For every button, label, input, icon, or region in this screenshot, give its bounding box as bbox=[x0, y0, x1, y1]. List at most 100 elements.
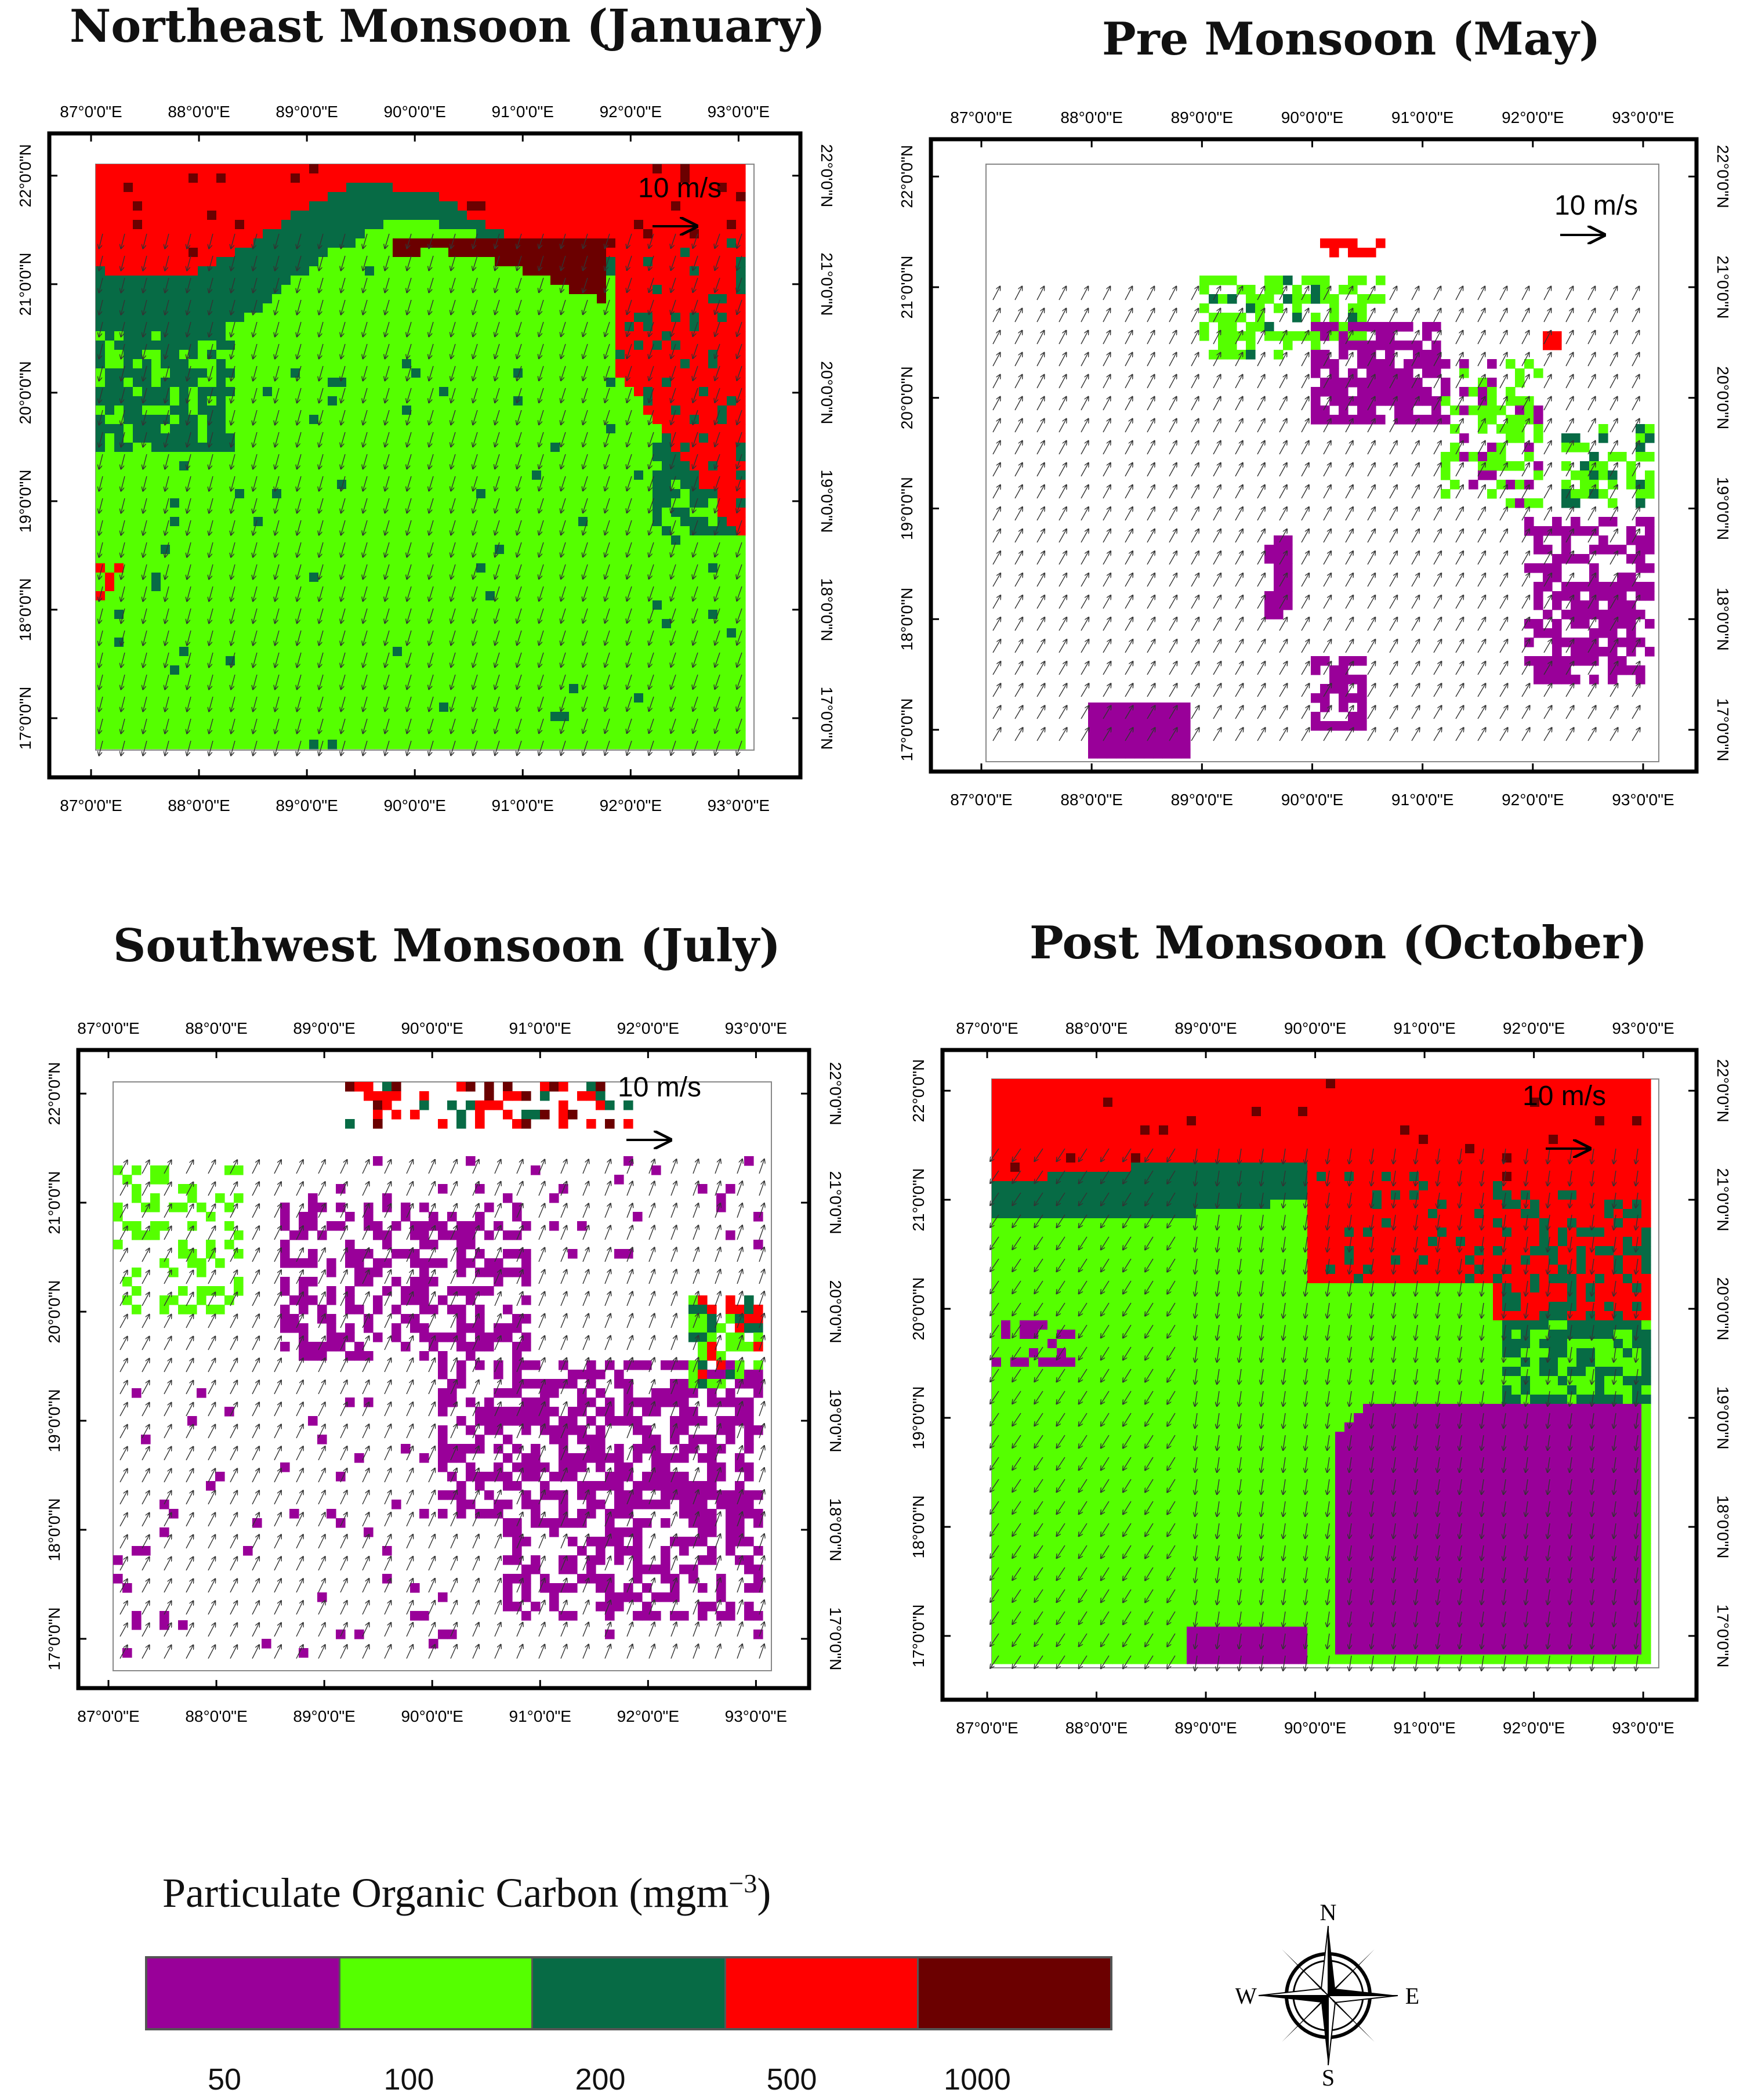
poc-cell bbox=[281, 684, 291, 694]
poc-cell bbox=[699, 238, 709, 248]
poc-cell bbox=[606, 294, 616, 304]
poc-cell bbox=[318, 201, 328, 211]
poc-cell bbox=[124, 508, 133, 517]
poc-cell bbox=[597, 480, 607, 490]
poc-cell bbox=[356, 712, 365, 722]
poc-cell bbox=[662, 461, 672, 471]
poc-cell bbox=[476, 647, 486, 657]
poc-cell bbox=[216, 238, 226, 248]
poc-cell bbox=[643, 712, 653, 722]
poc-cell bbox=[448, 164, 458, 174]
poc-cell bbox=[263, 656, 273, 666]
poc-cell bbox=[680, 266, 690, 276]
poc-cell bbox=[708, 656, 718, 666]
poc-cell bbox=[495, 368, 505, 378]
poc-cell bbox=[690, 554, 699, 564]
poc-cell bbox=[578, 619, 588, 629]
poc-cell bbox=[411, 387, 421, 397]
poc-cell bbox=[291, 405, 300, 415]
poc-cell bbox=[356, 313, 365, 323]
poc-cell bbox=[458, 405, 467, 415]
poc-cell bbox=[615, 480, 625, 490]
poc-cell bbox=[458, 313, 467, 323]
poc-cell bbox=[430, 443, 440, 452]
poc-cell bbox=[226, 712, 235, 722]
poc-cell bbox=[207, 526, 217, 536]
poc-cell bbox=[346, 405, 356, 415]
poc-cell bbox=[235, 545, 245, 555]
poc-cell bbox=[318, 498, 328, 508]
poc-cell bbox=[625, 405, 635, 415]
poc-cell bbox=[393, 573, 403, 582]
poc-cell bbox=[439, 359, 449, 369]
poc-cell bbox=[597, 229, 607, 239]
poc-cell bbox=[625, 359, 635, 369]
poc-cell bbox=[365, 730, 375, 740]
poc-cell bbox=[708, 647, 718, 657]
poc-cell bbox=[708, 378, 718, 388]
poc-cell bbox=[708, 405, 718, 415]
poc-cell bbox=[476, 257, 486, 267]
poc-cell bbox=[448, 573, 458, 582]
poc-cell bbox=[235, 591, 245, 601]
poc-cell bbox=[671, 675, 681, 685]
poc-cell bbox=[550, 647, 560, 657]
poc-cell bbox=[717, 350, 727, 360]
poc-cell bbox=[652, 396, 662, 406]
poc-cell bbox=[281, 563, 291, 573]
poc-cell bbox=[207, 638, 217, 647]
poc-cell bbox=[281, 489, 291, 499]
poc-cell bbox=[114, 201, 124, 211]
poc-cell bbox=[569, 415, 579, 425]
poc-cell bbox=[606, 350, 616, 360]
poc-cell bbox=[680, 368, 690, 378]
poc-cell bbox=[235, 517, 245, 527]
poc-cell bbox=[133, 257, 143, 267]
poc-cell bbox=[124, 535, 133, 545]
poc-cell bbox=[615, 693, 625, 703]
poc-cell bbox=[504, 535, 514, 545]
poc-cell bbox=[198, 730, 208, 740]
poc-cell bbox=[142, 693, 152, 703]
poc-cell bbox=[291, 582, 300, 592]
poc-cell bbox=[133, 266, 143, 276]
poc-cell bbox=[328, 693, 338, 703]
poc-cell bbox=[448, 535, 458, 545]
poc-cell bbox=[151, 498, 161, 508]
poc-cell bbox=[523, 656, 532, 666]
poc-cell bbox=[411, 248, 421, 258]
poc-cell bbox=[133, 238, 143, 248]
poc-cell bbox=[207, 257, 217, 267]
poc-cell bbox=[727, 712, 737, 722]
poc-cell bbox=[485, 276, 495, 285]
poc-cell bbox=[235, 192, 245, 202]
poc-cell bbox=[170, 693, 180, 703]
poc-cell bbox=[588, 285, 597, 295]
poc-cell bbox=[430, 730, 440, 740]
poc-cell bbox=[356, 535, 365, 545]
poc-cell bbox=[346, 545, 356, 555]
poc-cell bbox=[179, 405, 189, 415]
poc-cell bbox=[560, 257, 570, 267]
poc-cell bbox=[643, 489, 653, 499]
poc-cell bbox=[727, 331, 737, 341]
poc-cell bbox=[708, 600, 718, 610]
poc-cell bbox=[569, 192, 579, 202]
poc-cell bbox=[151, 638, 161, 647]
poc-cell bbox=[680, 164, 690, 174]
poc-cell bbox=[643, 730, 653, 740]
poc-cell bbox=[439, 675, 449, 685]
poc-cell bbox=[151, 257, 161, 267]
poc-cell bbox=[318, 573, 328, 582]
poc-cell bbox=[708, 563, 718, 573]
poc-cell bbox=[662, 526, 672, 536]
poc-cell bbox=[569, 220, 579, 230]
poc-cell bbox=[133, 712, 143, 722]
poc-cell bbox=[597, 675, 607, 685]
poc-cell bbox=[541, 554, 551, 564]
poc-cell bbox=[430, 619, 440, 629]
poc-cell bbox=[300, 378, 310, 388]
poc-cell bbox=[133, 433, 143, 443]
poc-cell bbox=[523, 192, 532, 202]
poc-cell bbox=[291, 684, 300, 694]
